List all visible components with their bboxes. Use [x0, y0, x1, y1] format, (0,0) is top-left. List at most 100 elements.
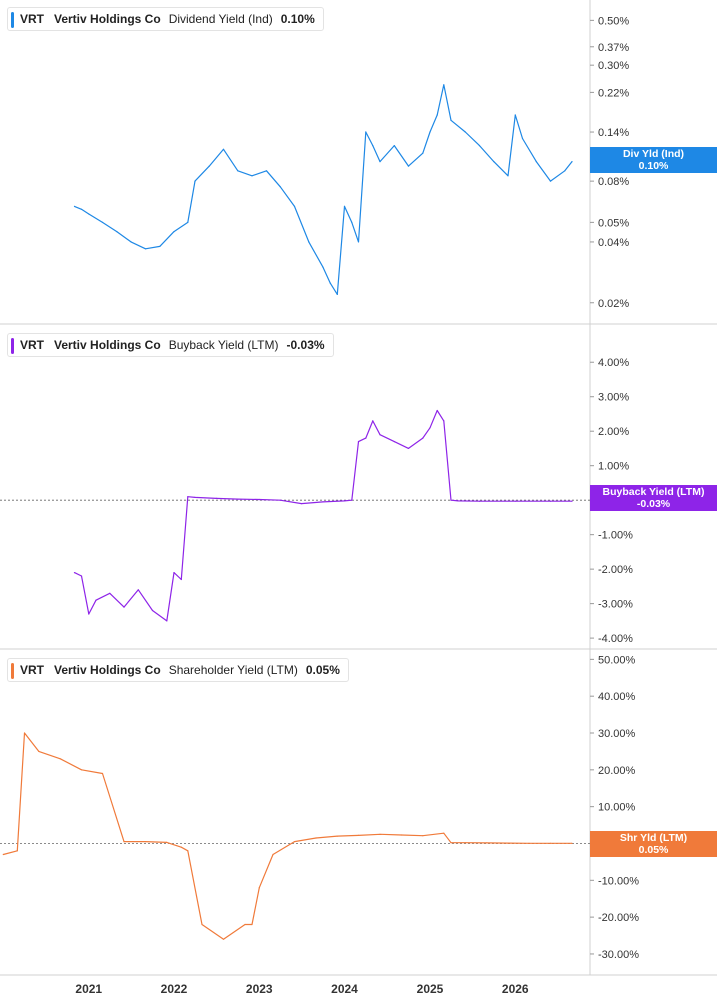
data-point: [457, 500, 459, 502]
y-tick-label: 0.14%: [598, 127, 629, 139]
data-point: [173, 572, 175, 574]
legend-metric: Shareholder Yield (LTM): [168, 663, 298, 677]
badge-label: Buyback Yield (LTM): [602, 486, 705, 498]
badge-value: 0.05%: [638, 844, 669, 856]
y-tick-label: 20.00%: [598, 765, 636, 777]
y-tick-label: -1.00%: [598, 530, 633, 542]
data-point: [80, 575, 83, 577]
y-tick-label: -2.00%: [598, 564, 633, 576]
data-point: [372, 420, 374, 422]
data-point: [429, 131, 431, 133]
data-point: [549, 500, 552, 502]
data-point: [329, 282, 331, 284]
data-point: [144, 248, 147, 250]
legend-shareholder-yield: VRT Vertiv Holdings Co Shareholder Yield…: [7, 658, 349, 682]
data-point: [73, 572, 76, 574]
data-point: [300, 503, 303, 505]
data-point: [123, 606, 125, 608]
data-point: [393, 441, 395, 443]
data-point: [123, 841, 125, 843]
data-point: [365, 131, 367, 133]
data-point: [571, 842, 573, 844]
data-point: [549, 180, 552, 182]
data-point: [322, 501, 324, 503]
data-point: [144, 841, 147, 843]
data-point: [180, 846, 182, 848]
data-point: [528, 842, 530, 844]
data-point: [507, 175, 509, 177]
data-point: [137, 589, 139, 591]
data-point: [251, 175, 253, 177]
x-tick-label: 2023: [246, 982, 273, 996]
data-point: [343, 500, 346, 502]
data-point: [493, 161, 495, 163]
data-point: [194, 496, 196, 498]
legend-ticker: VRT: [20, 338, 44, 352]
y-tick-label: 0.05%: [598, 217, 629, 229]
data-point: [187, 496, 189, 498]
data-point: [101, 772, 104, 775]
data-point: [436, 114, 438, 116]
data-point: [422, 835, 424, 837]
y-tick-label: 0.22%: [598, 87, 629, 99]
y-tick-label: 3.00%: [598, 392, 629, 404]
y-tick-label: 0.37%: [598, 42, 629, 54]
data-point: [173, 231, 175, 233]
data-point: [116, 231, 118, 233]
x-tick-label: 2024: [331, 982, 358, 996]
data-point: [357, 441, 360, 443]
legend-dividend-yield: VRT Vertiv Holdings Co Dividend Yield (I…: [7, 7, 324, 31]
data-point: [16, 850, 18, 852]
data-point: [308, 241, 310, 243]
data-point: [38, 750, 40, 753]
series-line-2: [74, 409, 572, 622]
legend-value: -0.03%: [286, 338, 325, 352]
data-point: [564, 170, 566, 172]
data-point: [422, 152, 424, 154]
legend-ticker: VRT: [20, 12, 44, 26]
y-tick-label: -10.00%: [598, 875, 639, 887]
data-point: [478, 500, 481, 502]
data-point: [222, 938, 225, 940]
data-point: [23, 732, 26, 734]
badge-value: 0.10%: [638, 160, 669, 172]
legend-value: 0.10%: [280, 12, 315, 26]
data-point: [365, 437, 367, 439]
legend-company: Vertiv Holdings Co: [54, 663, 161, 677]
y-tick-label: -4.00%: [598, 633, 633, 645]
legend-company: Vertiv Holdings Co: [54, 12, 161, 26]
y-tick-label: 40.00%: [598, 691, 636, 703]
data-point: [222, 148, 225, 150]
data-point: [88, 213, 90, 215]
y-tick-label: 4.00%: [598, 357, 629, 369]
data-point: [571, 161, 573, 163]
legend-color-bar: [11, 12, 14, 28]
x-tick-label: 2022: [161, 982, 188, 996]
legend-color-bar: [11, 663, 14, 679]
badge-label: Shr Yld (LTM): [619, 832, 688, 844]
data-point: [80, 769, 83, 771]
y-tick-label: 30.00%: [598, 728, 636, 740]
data-point: [351, 221, 353, 223]
badge-dividend-yield: Div Yld (Ind) 0.10%: [590, 147, 717, 173]
data-point: [351, 499, 353, 501]
series-line-1: [74, 84, 573, 295]
data-point: [357, 241, 360, 243]
data-point: [407, 165, 410, 167]
data-point: [59, 758, 61, 760]
y-tick-label: 10.00%: [598, 802, 636, 814]
badge-shareholder-yield: Shr Yld (LTM) 0.05%: [590, 831, 717, 857]
data-point: [244, 923, 246, 926]
data-point: [571, 500, 573, 502]
data-point: [80, 208, 83, 210]
data-point: [464, 131, 466, 133]
data-point: [535, 161, 537, 163]
data-point: [322, 266, 324, 268]
legend-value: 0.05%: [305, 663, 340, 677]
x-tick-label: 2021: [75, 982, 102, 996]
data-point: [293, 205, 296, 207]
data-point: [436, 409, 438, 412]
data-point: [237, 170, 239, 172]
legend-company: Vertiv Holdings Co: [54, 338, 161, 352]
